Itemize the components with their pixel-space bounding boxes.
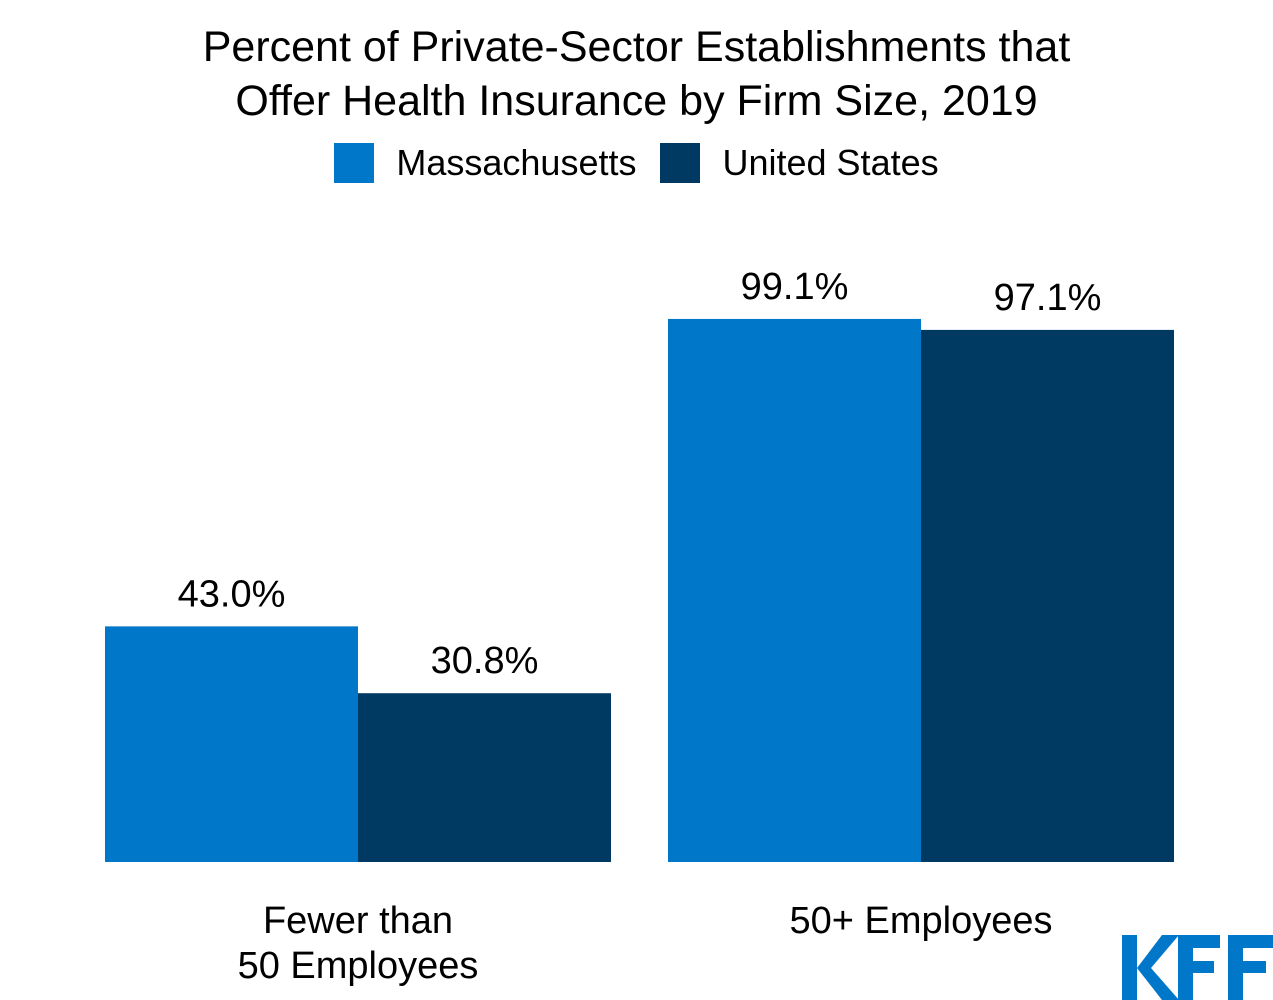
chart-title-line-2: Offer Health Insurance by Firm Size, 201… <box>235 77 1038 125</box>
legend-swatch-united-states <box>660 143 701 183</box>
bar-united-states-2 <box>921 329 1174 863</box>
bar-united-states-1 <box>358 693 611 862</box>
bar-massachusetts-2 <box>668 318 921 862</box>
bar-massachusetts-1 <box>105 626 358 862</box>
category-label-1: Fewer than 50 Employees <box>238 900 479 987</box>
legend: Massachusetts United States <box>0 142 1273 184</box>
data-label-united-states-1: 30.8% <box>431 640 539 682</box>
legend-swatch-massachusetts <box>334 143 375 183</box>
data-label-massachusetts-2: 99.1% <box>741 266 849 308</box>
data-label-massachusetts-1: 43.0% <box>178 573 286 615</box>
chart-title: Percent of Private-Sector Establishments… <box>0 20 1273 128</box>
data-label-united-states-2: 97.1% <box>994 277 1102 319</box>
category-label-2: 50+ Employees <box>790 900 1053 942</box>
legend-item-massachusetts: Massachusetts <box>334 142 636 184</box>
legend-item-united-states: United States <box>660 142 939 184</box>
legend-label-massachusetts: Massachusetts <box>396 142 637 183</box>
chart-title-line-1: Percent of Private-Sector Establishments… <box>202 23 1071 71</box>
kff-logo <box>1122 935 1273 1000</box>
legend-label-united-states: United States <box>722 142 939 183</box>
